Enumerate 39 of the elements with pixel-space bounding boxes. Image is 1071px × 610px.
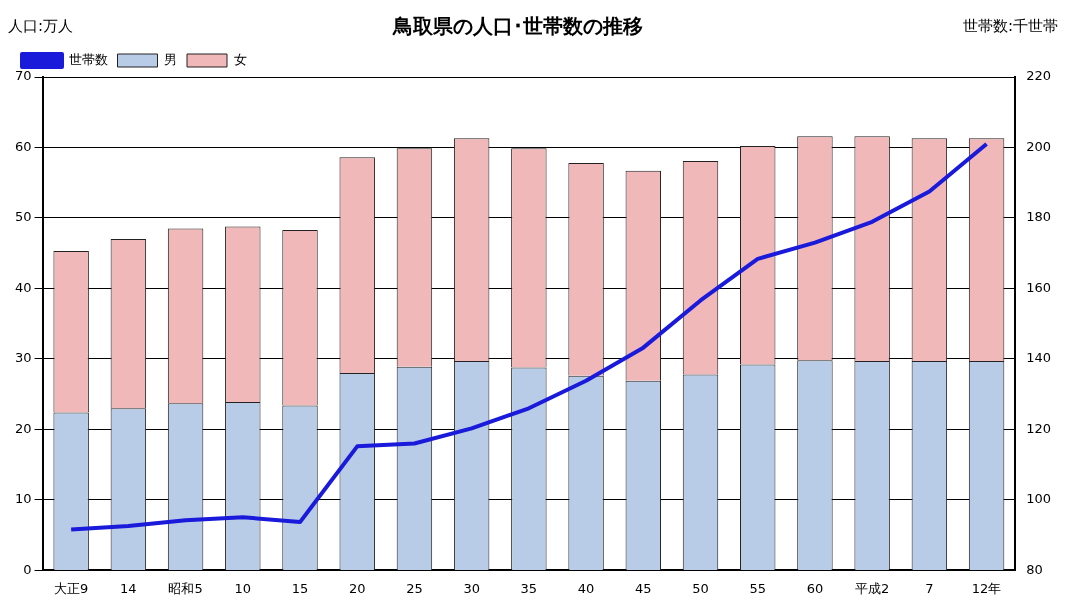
y2-tick-label: 220 bbox=[1026, 68, 1052, 84]
y2-tick-label: 80 bbox=[1026, 561, 1043, 577]
legend-label: 男 bbox=[164, 51, 177, 67]
chart-title: 鳥取県の人口･世帯数の推移 bbox=[393, 12, 643, 40]
x-tick-label: 30 bbox=[463, 580, 480, 596]
y2-tick-label: 180 bbox=[1026, 209, 1052, 225]
legend-label: 女 bbox=[233, 51, 247, 67]
y-tick-label: 20 bbox=[15, 420, 32, 436]
y-tick-label: 60 bbox=[15, 138, 32, 154]
y-tick-label: 0 bbox=[23, 561, 32, 577]
y2-tick-label: 100 bbox=[1026, 491, 1052, 507]
x-tick-label: 7 bbox=[925, 580, 934, 596]
x-tick-label: 12年 bbox=[971, 580, 1002, 596]
y-tick-label: 50 bbox=[15, 209, 32, 225]
y2-tick-label: 160 bbox=[1026, 279, 1052, 295]
x-tick-label: 20 bbox=[348, 580, 366, 596]
y2-tick-label: 200 bbox=[1026, 138, 1052, 154]
x-tick-label: 55 bbox=[749, 580, 766, 596]
y2-tick-label: 120 bbox=[1026, 420, 1052, 436]
x-tick-label: 25 bbox=[406, 580, 423, 596]
x-tick-label: 10 bbox=[234, 580, 252, 596]
y-axis-title: 人口:万人 bbox=[8, 16, 74, 36]
y-tick-label: 30 bbox=[15, 350, 32, 366]
x-tick-label: 昭和5 bbox=[168, 580, 203, 596]
x-tick-label: 14 bbox=[120, 580, 137, 596]
y2-axis-title: 世帯数:千世帯 bbox=[962, 16, 1058, 36]
y-tick-label: 10 bbox=[15, 491, 32, 507]
x-tick-label: 15 bbox=[291, 580, 309, 596]
legend-label: 世帯数 bbox=[68, 51, 108, 67]
x-tick-label: 平成2 bbox=[855, 580, 890, 596]
x-tick-label: 40 bbox=[577, 580, 595, 596]
x-tick-label: 35 bbox=[520, 580, 538, 596]
x-tick-label: 45 bbox=[635, 580, 652, 596]
x-tick-label: 60 bbox=[806, 580, 824, 596]
x-tick-label: 50 bbox=[692, 580, 709, 596]
y-tick-label: 40 bbox=[15, 279, 32, 295]
y-tick-label: 70 bbox=[15, 68, 32, 84]
y2-tick-label: 140 bbox=[1026, 350, 1052, 366]
x-tick-label: 大正9 bbox=[54, 580, 89, 596]
